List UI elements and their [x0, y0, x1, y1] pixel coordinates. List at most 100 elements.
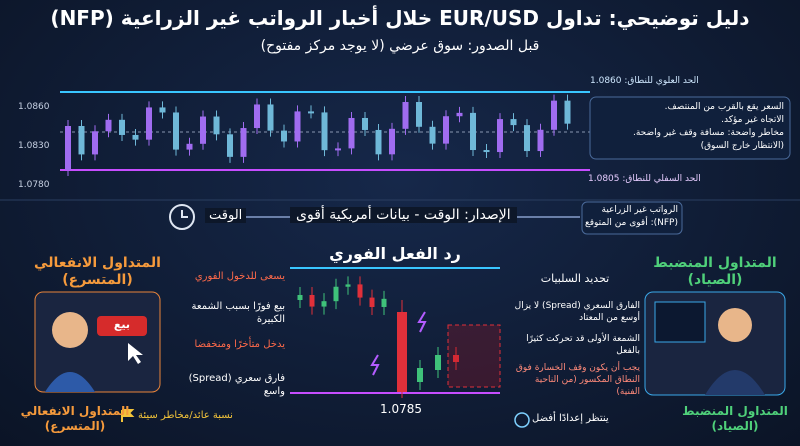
candle-part [159, 107, 166, 113]
sell-label[interactable]: بيع [113, 318, 131, 331]
range-candles [65, 94, 571, 176]
emotional-frame [34, 291, 161, 393]
note-line: (الانتظار خارج السوق) [700, 141, 784, 151]
lightning [417, 311, 427, 333]
candle-part [456, 112, 463, 117]
label: فارق سعري (Spread) واسع [188, 373, 285, 397]
candle-part [348, 117, 355, 149]
nfp-line: الرواتب غير الزراعية [601, 205, 678, 215]
candle-part [132, 134, 139, 140]
candle-part [173, 112, 179, 150]
disciplined-title: المتداول المنضبط (الصياد) [635, 255, 795, 289]
candle-part [267, 104, 274, 131]
candle-part [65, 126, 71, 170]
note-line: السعر يقع بالقرب من المنتصف. [664, 102, 784, 112]
candle-part [537, 129, 544, 152]
clock-icon [169, 204, 195, 230]
reaction-title: رد الفعل الفوري [329, 244, 461, 263]
title: دليل توضيحي: تداول EUR/USD خلال أخبار ال… [50, 6, 750, 30]
candle-part [254, 104, 260, 129]
note-line: الاتجاه غير مؤكد. [721, 115, 784, 125]
note-box [589, 96, 791, 160]
candle-part [92, 131, 98, 155]
candle-part [227, 134, 233, 157]
candle-part [240, 128, 247, 157]
candle-part [497, 119, 503, 153]
candle-part [186, 143, 193, 150]
label: الشمعة الأولى قد تحركت كثيرًا بالفعل [526, 334, 640, 356]
candle-part [105, 119, 112, 132]
lightning [370, 354, 380, 376]
candle-part [281, 130, 287, 142]
risk-zone [447, 324, 501, 388]
candle-part [213, 116, 220, 135]
candle-part [443, 116, 449, 144]
candle-part [564, 100, 571, 124]
candle-part [357, 284, 363, 298]
candle-part [294, 111, 301, 142]
nfp-box [581, 201, 683, 235]
result: نسبة عائد/مخاطر سيئة [138, 410, 233, 421]
candle-part [375, 129, 382, 155]
candle-part [146, 107, 152, 140]
title-line: (الصياد) [687, 272, 743, 288]
flag-icon [121, 409, 135, 422]
note: السعر يقع بالقرب من المنتصف. الاتجاه غير… [633, 101, 784, 153]
candle-part [78, 126, 85, 155]
label: يجب أن يكون وقف الخسارة فوق النطاق المكس… [515, 363, 640, 397]
candle-part [297, 295, 303, 300]
candle-part [389, 128, 395, 155]
clock-hands [181, 210, 188, 218]
release-label: الإصدار: الوقت - بيانات أمريكية أقوى [290, 207, 517, 223]
low-label: 1.0785 [380, 402, 422, 416]
candle-part [524, 125, 530, 152]
check-icon [514, 412, 530, 428]
title-line: المتداول الانفعالي [34, 255, 161, 271]
candle-part [345, 284, 351, 287]
title-line: (المتسرع) [62, 272, 133, 288]
candle-part [435, 355, 441, 370]
title-line: (المتسرع) [44, 419, 106, 433]
candle-part [417, 368, 423, 382]
disciplined-title: المتداول المنضبط (الصياد) [670, 404, 800, 434]
label: يدخل متأخرًا ومنخفضا [194, 339, 285, 350]
candle-part [381, 298, 387, 307]
candle-part [335, 148, 341, 151]
emotional-body [45, 372, 95, 392]
candle-part [453, 355, 459, 362]
candle-part [483, 150, 490, 153]
sell-button[interactable] [97, 316, 147, 336]
result: ينتظر إعدادًا أفضل [532, 413, 609, 424]
emotional-face [52, 312, 88, 348]
reaction-candles [297, 276, 459, 398]
note-line: مخاطر واضحة: مسافة وقف غير واضحة. [632, 128, 784, 138]
candle-part [309, 295, 315, 307]
emotional-title: المتداول الانفعالي (المتسرع) [20, 255, 175, 289]
axis-label: 1.0830 [18, 141, 50, 151]
title-line: المتداول المنضبط [653, 255, 777, 271]
candle-part [416, 102, 422, 127]
monitor [654, 301, 706, 343]
candle-part [510, 119, 517, 126]
candle-part [369, 297, 375, 307]
nfp-line: (NFP): أقوى من المتوقع [584, 218, 678, 228]
time-label: الوقت [205, 208, 247, 223]
candle-part [551, 100, 557, 130]
heading: تحديد السلبيات [540, 272, 610, 285]
title-line: المتداول الانفعالي [20, 404, 130, 418]
lower-label: الحد السفلي للنطاق: 1.0805 [588, 174, 701, 184]
disciplined-face [718, 308, 752, 342]
candle-part [362, 117, 368, 130]
axis-label: 1.0860 [18, 102, 50, 112]
candle-part [333, 286, 339, 302]
subtitle: قبل الصدور: سوق عرضي (لا يوجد مركز مفتوح… [260, 38, 540, 54]
title-line: المتداول المنضبط [682, 404, 788, 418]
candle-part [397, 312, 407, 392]
nfp-text: الرواتب غير الزراعية (NFP): أقوى من المت… [584, 204, 678, 230]
candle-part [119, 119, 125, 135]
emotional-title: المتداول الانفعالي (المتسرع) [15, 404, 135, 434]
disciplined-suit [705, 370, 765, 395]
candle-part [321, 112, 328, 151]
candle-part [321, 301, 327, 307]
